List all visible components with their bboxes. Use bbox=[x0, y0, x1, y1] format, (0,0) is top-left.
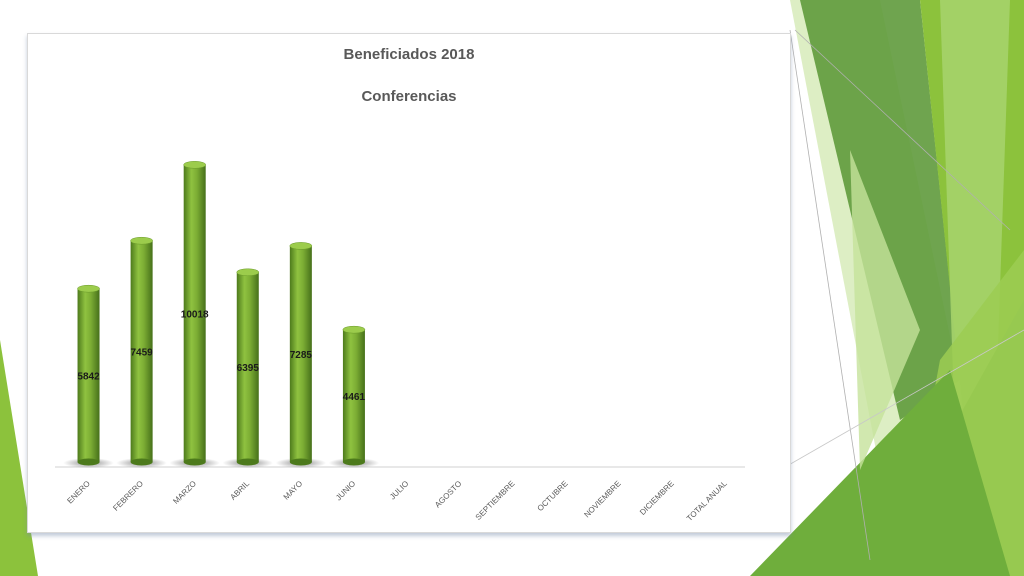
bar-cap bbox=[77, 284, 100, 293]
bar-cap bbox=[289, 242, 313, 250]
data-label: 6395 bbox=[237, 363, 260, 374]
data-label: 4461 bbox=[343, 392, 366, 403]
bar bbox=[183, 164, 206, 463]
bar-base bbox=[77, 458, 100, 466]
bar-cap bbox=[236, 268, 260, 277]
tick-label: FEBRERO bbox=[111, 479, 145, 513]
data-label: 7285 bbox=[290, 350, 313, 361]
tick-label: AGOSTO bbox=[433, 479, 463, 509]
bar-base bbox=[236, 458, 259, 466]
tick-label: NOVIEMBRE bbox=[582, 479, 622, 519]
tick-label: JUNIO bbox=[334, 479, 357, 502]
tick-label: DICIEMBRE bbox=[638, 479, 676, 517]
decor-shard bbox=[800, 0, 960, 420]
decor-shard bbox=[750, 370, 1010, 576]
data-label: 5842 bbox=[77, 371, 100, 382]
bar-cap bbox=[183, 161, 206, 169]
decor-line bbox=[779, 329, 1024, 471]
decor-line bbox=[794, 29, 1011, 231]
tick-label: MARZO bbox=[171, 479, 198, 506]
chart-subtitle: Conferencias bbox=[361, 88, 456, 105]
bar bbox=[289, 245, 312, 462]
bar-cap bbox=[130, 236, 153, 245]
decor-shard bbox=[850, 150, 920, 470]
data-label: 10018 bbox=[181, 309, 209, 320]
tick-label: ENERO bbox=[65, 479, 91, 505]
chart-panel: Beneficiados 2018 Conferencias 5842 ENERO… bbox=[27, 33, 791, 533]
bar-base bbox=[342, 458, 365, 466]
bar-base bbox=[183, 458, 206, 466]
bar-chart: Beneficiados 2018 Conferencias 5842 ENERO… bbox=[55, 46, 745, 523]
bar bbox=[77, 288, 100, 462]
bar-cap bbox=[342, 325, 366, 334]
bar bbox=[342, 329, 365, 462]
chart-title: Beneficiados 2018 bbox=[344, 46, 475, 63]
bar-base bbox=[289, 458, 312, 466]
plot-area: 5842 ENERO 7459 FEBRERO 10018 MARZO 6395 ABRIL 7… bbox=[63, 161, 729, 523]
tick-label: SEPTIEMBRE bbox=[474, 479, 517, 522]
tick-label: OCTUBRE bbox=[536, 479, 570, 513]
decor-line bbox=[789, 29, 871, 561]
tick-label: MAYO bbox=[282, 479, 305, 502]
tick-label: ABRIL bbox=[228, 479, 251, 502]
tick-label: TOTAL ANUAL bbox=[685, 479, 729, 523]
bar-base bbox=[130, 458, 153, 466]
bar bbox=[130, 240, 153, 462]
data-label: 7459 bbox=[130, 347, 153, 358]
bar bbox=[236, 272, 259, 462]
tick-label: JULIO bbox=[388, 479, 410, 501]
